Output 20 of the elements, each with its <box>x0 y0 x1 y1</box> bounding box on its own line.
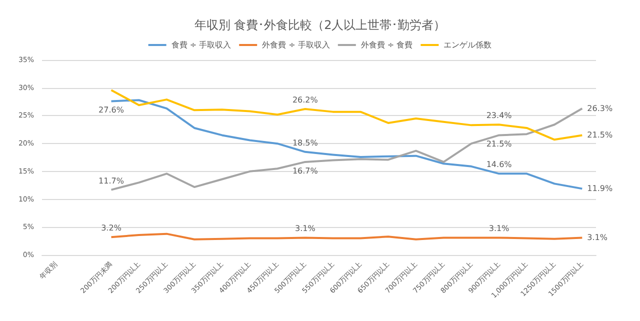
data-label: 11.9% <box>587 184 613 194</box>
data-label: 18.5% <box>292 138 318 148</box>
data-label: 16.7% <box>292 166 318 176</box>
data-label: 26.2% <box>292 96 318 105</box>
data-label: 26.3% <box>587 104 613 113</box>
data-label: 27.6% <box>98 106 124 115</box>
data-label: 3.1% <box>294 224 316 234</box>
data-label: 3.1% <box>488 224 510 234</box>
data-label: 14.6% <box>486 160 512 170</box>
data-label: 23.4% <box>486 111 512 120</box>
data-label: 21.5% <box>486 140 512 149</box>
chart-title: 年収別 食費･外食比較（2人以上世帯･勤労者） <box>194 18 446 32</box>
data-label: 3.1% <box>587 233 608 242</box>
legend-label: 外食費 ÷ 食費 <box>360 40 413 50</box>
legend-label: 食費 ÷ 手取収入 <box>171 40 232 50</box>
legend-label: エンゲル係数 <box>444 40 492 50</box>
data-label: 3.2% <box>101 224 122 233</box>
data-label: 21.5% <box>587 130 613 140</box>
legend-label: 外食費 ÷ 手取収入 <box>262 40 330 50</box>
data-label: 11.7% <box>98 176 124 186</box>
